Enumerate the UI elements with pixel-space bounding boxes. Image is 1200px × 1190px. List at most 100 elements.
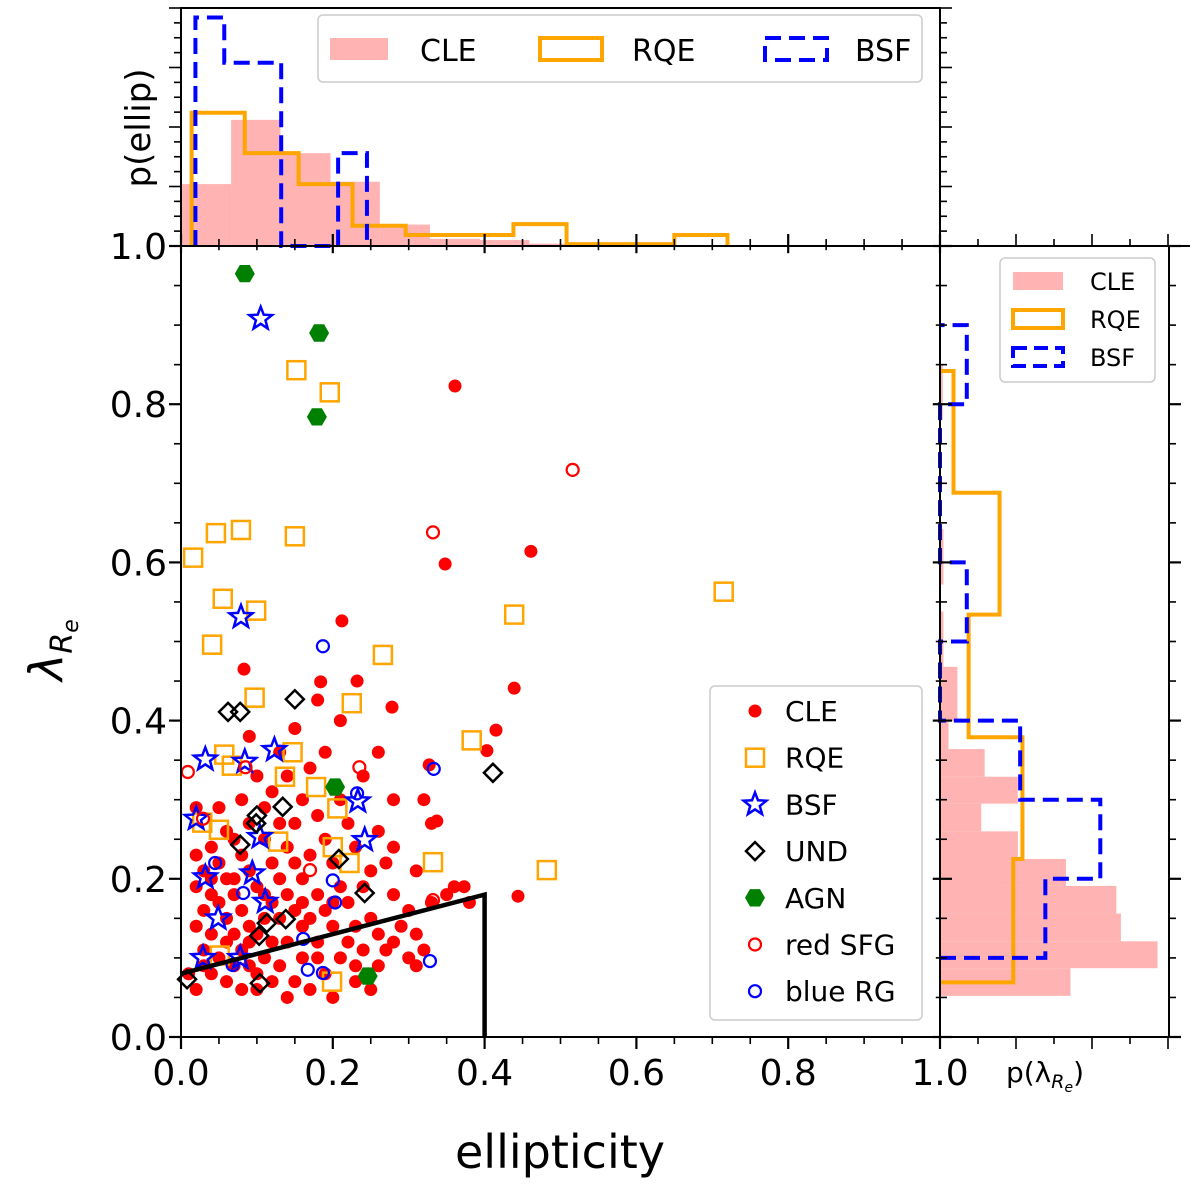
point-cle: [507, 681, 521, 695]
point-cle: [341, 935, 355, 949]
point-cle: [212, 801, 226, 815]
point-cle: [204, 840, 218, 854]
point-cle: [273, 959, 287, 973]
point-blue-rg: [422, 953, 438, 969]
point-cle: [257, 911, 271, 925]
point-cle: [424, 816, 438, 830]
point-cle: [265, 785, 279, 799]
main-legend-marker-red-sfg: [747, 937, 763, 952]
top-legend-label: CLE: [420, 34, 477, 69]
point-cle: [417, 793, 431, 807]
point-cle: [273, 911, 287, 925]
point-rqe: [284, 526, 306, 547]
point-cle: [326, 990, 340, 1004]
point-rqe: [536, 859, 558, 881]
point-und: [229, 701, 251, 723]
point-und: [245, 812, 267, 835]
point-cle: [364, 983, 378, 997]
point-blue-rg: [300, 962, 315, 977]
point-rqe: [245, 600, 267, 621]
point-cle: [341, 816, 355, 830]
point-cle: [288, 856, 302, 870]
right-xlabel-main: p(λ: [1006, 1056, 1051, 1089]
point-cle: [371, 824, 385, 838]
point-cle: [288, 722, 302, 736]
point-cle: [371, 745, 385, 759]
y-label-sub: R: [45, 633, 80, 654]
main-legend-label: AGN: [785, 882, 846, 915]
point-cle: [280, 769, 294, 783]
right-legend-label: BSF: [1090, 344, 1135, 372]
point-bsf: [250, 886, 281, 915]
point-red-sfg: [302, 862, 318, 878]
right-hist-bar-cle: [940, 803, 982, 832]
point-rqe: [339, 852, 360, 874]
point-cle: [409, 864, 423, 878]
x-axis-label: ellipticity: [455, 1125, 665, 1179]
point-cle: [235, 903, 249, 917]
point-rqe: [713, 581, 734, 602]
right-hist-bar-cle: [940, 885, 1117, 914]
point-cle: [227, 927, 241, 941]
point-cle: [349, 959, 363, 973]
point-cle: [212, 856, 226, 870]
point-cle: [288, 816, 302, 830]
point-cle: [242, 729, 256, 743]
right-legend-patch-rqe: [1011, 308, 1065, 330]
y-label-lambda: λ: [19, 654, 73, 684]
point-cle: [350, 674, 364, 688]
point-cle: [257, 801, 271, 815]
point-cle: [387, 793, 401, 807]
point-cle: [379, 856, 393, 870]
y-tick-label: 0.0: [110, 1018, 167, 1059]
point-cle: [237, 662, 251, 676]
x-tick-label: 1.0: [911, 1053, 968, 1094]
top-hist-bar-cle: [529, 243, 580, 246]
point-bsf: [226, 601, 256, 630]
right-legend-label: RQE: [1090, 306, 1141, 334]
right-legend-patch-cle: [1013, 272, 1063, 290]
y-tick-label: 0.6: [110, 543, 167, 584]
point-cle: [250, 967, 264, 981]
top-legend-label: BSF: [855, 34, 911, 69]
top-hist-bar-cle: [429, 238, 481, 246]
top-hist-step-bsf: [193, 15, 369, 248]
point-cle: [448, 379, 462, 393]
point-cle: [447, 880, 461, 894]
point-red-sfg: [352, 760, 367, 775]
point-blue-rg: [349, 786, 365, 801]
right-hist-bar-cle: [940, 694, 958, 722]
point-cle: [227, 872, 241, 886]
right-legend-label: CLE: [1090, 268, 1135, 296]
point-bsf: [245, 303, 276, 332]
right-hist-bar-cle: [940, 941, 1158, 969]
point-bsf: [342, 785, 373, 814]
right-hist-xlabel: p(λRe): [1006, 1056, 1084, 1096]
point-cle: [457, 880, 471, 894]
point-rqe: [230, 519, 252, 541]
point-cle: [288, 975, 302, 989]
right-xlabel-close: ): [1073, 1056, 1084, 1089]
main-legend-marker-blue-rg: [747, 984, 763, 999]
point-und: [328, 848, 350, 870]
top-legend-patch-rqe: [538, 36, 604, 62]
top-hist-step-rqe: [189, 110, 730, 247]
x-tick-label: 0.2: [304, 1053, 361, 1094]
point-rqe: [212, 588, 233, 610]
scatter-points: [176, 265, 734, 1037]
top-legend-patch-cle: [330, 38, 388, 60]
point-rqe: [201, 634, 223, 655]
point-cle: [326, 919, 340, 933]
histograms: [181, 15, 1158, 996]
point-rqe: [327, 798, 348, 819]
point-cle: [189, 919, 203, 933]
point-rqe: [286, 359, 307, 381]
point-cle: [311, 809, 325, 823]
main-legend-label: BSF: [785, 788, 838, 821]
y-label-subsub: e: [59, 619, 84, 633]
point-red-sfg: [195, 811, 211, 826]
point-cle: [235, 793, 249, 807]
point-cle: [280, 990, 294, 1004]
point-cle: [480, 744, 494, 758]
point-cle: [333, 951, 347, 965]
